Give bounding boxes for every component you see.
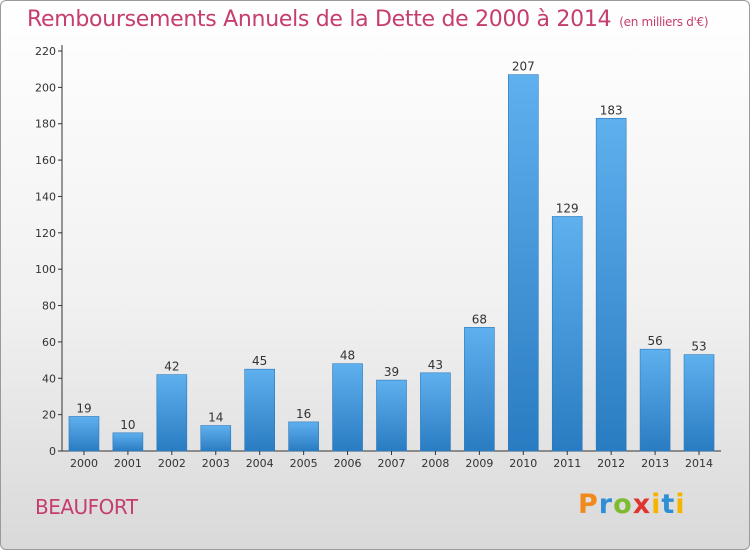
data-label-2001: 10 bbox=[120, 418, 135, 432]
y-tick-label: 20 bbox=[42, 409, 56, 422]
bar-2013 bbox=[639, 348, 671, 452]
y-tick-label: 0 bbox=[49, 445, 56, 458]
chart-unit-note: (en milliers d'€) bbox=[619, 15, 709, 29]
y-tick-label: 100 bbox=[35, 263, 56, 276]
x-tick-label-2012: 2012 bbox=[597, 457, 625, 470]
data-label-2004: 45 bbox=[252, 354, 267, 368]
bar-2002 bbox=[156, 374, 188, 452]
data-label-2007: 39 bbox=[384, 365, 399, 379]
y-tick-label: 180 bbox=[35, 118, 56, 131]
data-label-2003: 14 bbox=[208, 411, 223, 425]
x-tick-label-2007: 2007 bbox=[378, 457, 406, 470]
y-tick-label: 200 bbox=[35, 81, 56, 94]
x-tick-label-2004: 2004 bbox=[246, 457, 274, 470]
data-label-2006: 48 bbox=[340, 349, 355, 363]
bar-2011 bbox=[551, 216, 583, 452]
x-tick-label-2001: 2001 bbox=[114, 457, 142, 470]
data-label-2002: 42 bbox=[164, 360, 179, 374]
data-label-2000: 19 bbox=[76, 401, 91, 415]
y-tick-label: 60 bbox=[42, 336, 56, 349]
x-tick-label-2013: 2013 bbox=[641, 457, 669, 470]
chart-title-text: Remboursements Annuels de la Dette de 20… bbox=[27, 7, 612, 32]
y-tick-label: 160 bbox=[35, 154, 56, 167]
place-name: BEAUFORT bbox=[35, 495, 138, 519]
y-tick-label: 220 bbox=[35, 45, 56, 58]
x-tick-label-2006: 2006 bbox=[334, 457, 362, 470]
chart-title: Remboursements Annuels de la Dette de 20… bbox=[27, 7, 709, 32]
data-label-2005: 16 bbox=[296, 407, 311, 421]
x-tick-label-2002: 2002 bbox=[158, 457, 186, 470]
x-tick-label-2011: 2011 bbox=[553, 457, 581, 470]
bar-2005 bbox=[288, 421, 319, 452]
bar-2004 bbox=[244, 368, 275, 452]
proxiti-logo: Proxiti bbox=[578, 489, 686, 520]
bar-2008 bbox=[420, 372, 451, 452]
y-tick-label: 40 bbox=[42, 372, 56, 385]
bar-2014 bbox=[683, 354, 715, 452]
x-tick-label-2009: 2009 bbox=[465, 457, 493, 470]
data-label-2008: 43 bbox=[428, 358, 443, 372]
data-label-2009: 68 bbox=[472, 312, 487, 326]
x-tick-label-2010: 2010 bbox=[509, 457, 537, 470]
x-tick-label-2003: 2003 bbox=[202, 457, 230, 470]
bar-2009 bbox=[464, 327, 495, 452]
data-label-2013: 56 bbox=[647, 334, 662, 348]
x-tick-label-2000: 2000 bbox=[70, 457, 98, 470]
bar-2001 bbox=[112, 432, 144, 452]
y-tick-label: 140 bbox=[35, 190, 56, 203]
x-tick-label-2005: 2005 bbox=[290, 457, 318, 470]
bar-2010 bbox=[507, 74, 539, 452]
y-tick-label: 80 bbox=[42, 300, 56, 313]
data-label-2014: 53 bbox=[691, 340, 706, 354]
data-label-2012: 183 bbox=[600, 103, 623, 117]
bar-2012 bbox=[595, 117, 627, 452]
data-label-2010: 207 bbox=[512, 60, 535, 74]
bar-2003 bbox=[200, 425, 232, 452]
bar-2007 bbox=[376, 379, 407, 452]
bar-2006 bbox=[332, 363, 363, 452]
y-tick-label: 120 bbox=[35, 227, 56, 240]
x-tick-label-2008: 2008 bbox=[421, 457, 449, 470]
bar-2000 bbox=[68, 416, 100, 452]
data-label-2011: 129 bbox=[556, 201, 579, 215]
x-tick-label-2014: 2014 bbox=[685, 457, 713, 470]
